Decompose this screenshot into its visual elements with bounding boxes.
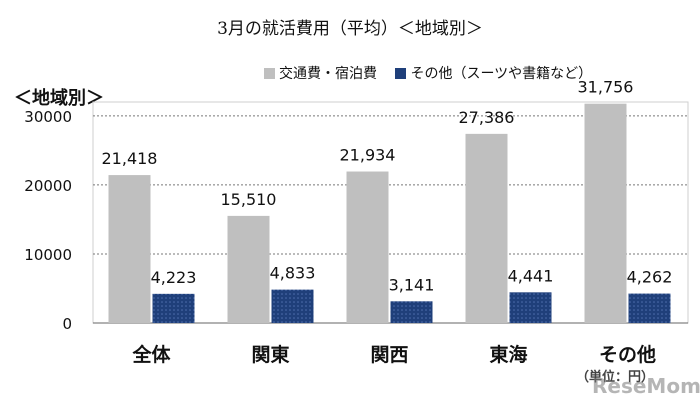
data-label-travel: 27,386 <box>459 108 515 127</box>
y-tick-label: 30000 <box>24 108 72 126</box>
legend: 交通費・宿泊費 その他（スーツや書籍など） <box>264 63 606 83</box>
data-label-other: 4,833 <box>270 264 316 283</box>
y-tick-label: 20000 <box>24 177 72 195</box>
bar-travel <box>584 103 627 324</box>
data-label-travel: 21,934 <box>340 146 396 165</box>
bar-other <box>628 293 671 323</box>
legend-item-travel: 交通費・宿泊費 <box>264 63 377 83</box>
x-tick-label: 全体 <box>131 343 171 366</box>
watermark-logo: ReseMom <box>592 374 700 398</box>
data-label-other: 3,141 <box>389 275 435 294</box>
legend-swatch-other <box>395 68 407 79</box>
x-tick-label: 関西 <box>370 344 408 366</box>
data-label-other: 4,262 <box>627 268 673 287</box>
data-label-other: 4,223 <box>151 268 197 287</box>
legend-swatch-travel <box>264 68 275 79</box>
bar-other <box>509 292 552 323</box>
data-label-travel: 15,510 <box>221 190 277 209</box>
x-tick-label: その他 <box>599 343 656 366</box>
legend-item-other: その他（スーツや書籍など） <box>395 63 592 83</box>
data-label-travel: 31,756 <box>578 78 634 97</box>
bar-other <box>152 293 195 323</box>
chart-subtitle: ＜地域別＞ <box>14 88 104 109</box>
legend-label-other: その他（スーツや書籍など） <box>410 66 593 82</box>
bar-travel <box>346 171 389 323</box>
bar-other <box>390 301 433 323</box>
legend-label-travel: 交通費・宿泊費 <box>279 66 377 82</box>
chart-title: 3月の就活費用（平均）＜地域別＞ <box>217 19 483 39</box>
data-label-other: 4,441 <box>508 266 554 285</box>
x-tick-label: 関東 <box>251 343 289 366</box>
bar-travel <box>108 175 151 323</box>
x-tick-label: 東海 <box>489 343 527 366</box>
bar-travel <box>227 215 270 323</box>
y-tick-label: 0 <box>62 315 72 333</box>
unit-note: （単位：円） <box>576 370 655 385</box>
bar-other <box>271 289 314 323</box>
bar-travel <box>465 133 508 323</box>
data-label-travel: 21,418 <box>102 149 158 168</box>
y-tick-label: 10000 <box>24 246 72 264</box>
